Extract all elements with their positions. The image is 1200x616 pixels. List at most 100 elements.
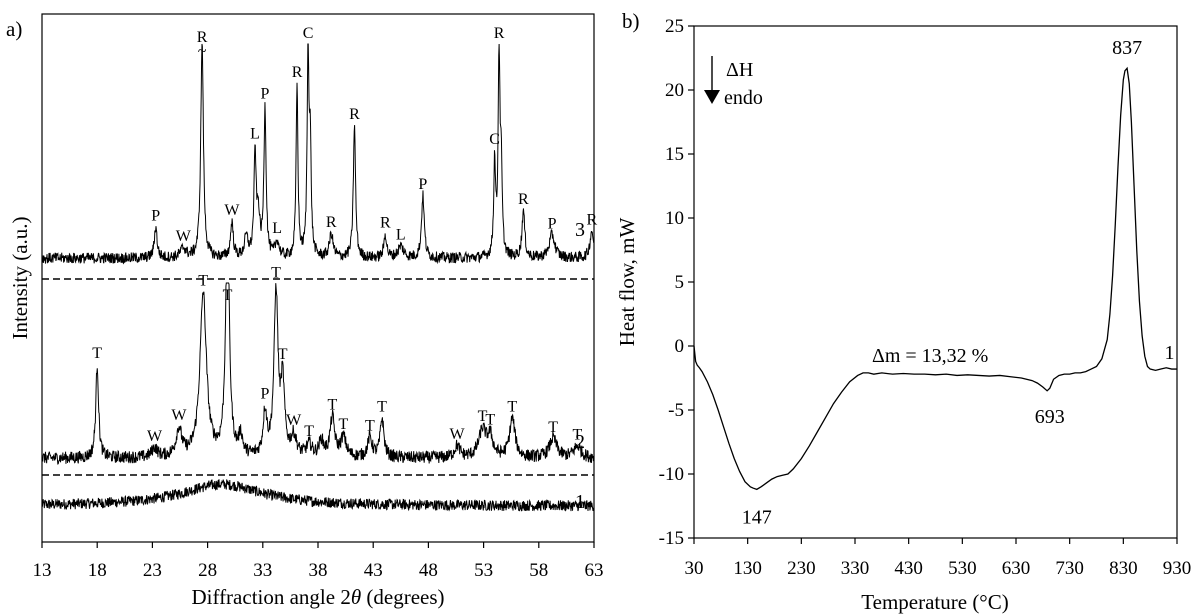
dsc-legend: ΔH endo xyxy=(704,56,763,109)
xrd-peak-label-T: T xyxy=(507,399,517,416)
dsc-y-axis-title: Heat flow, mW xyxy=(615,217,639,346)
xrd-panel: a) 13 18 23 28 33 38 43 48 53 58 63 PWRWLPLRCRRRLP… xyxy=(6,13,604,609)
xrd-peak-label-T: T xyxy=(198,272,208,289)
xrd-x-tick-label: 43 xyxy=(364,560,383,581)
dsc-x-tick-label: 830 xyxy=(1109,558,1138,579)
xrd-peak-label-T: T xyxy=(304,423,314,440)
xrd-peak-label-C: C xyxy=(489,131,500,148)
xrd-x-tick-label: 28 xyxy=(198,560,217,581)
dsc-x-tick-label: 130 xyxy=(733,558,762,579)
dsc-y-tick-label: -5 xyxy=(668,400,684,421)
xrd-peak-label-R: R xyxy=(349,106,360,123)
dsc-y-tick-label: -15 xyxy=(659,528,684,549)
xrd-peak-label-T: T xyxy=(377,398,387,415)
xrd-peak-label-W: W xyxy=(286,412,302,429)
xrd-x-tick-label: 38 xyxy=(309,560,328,581)
xrd-peak-label-R: R xyxy=(326,214,337,231)
xrd-peak-label-T: T xyxy=(478,408,488,425)
xrd-x-tick-label: 23 xyxy=(143,560,162,581)
xrd-peak-label-P: P xyxy=(151,207,160,224)
xrd-peak-label-T: T xyxy=(573,427,583,444)
dsc-y-tick-label: -10 xyxy=(659,464,684,485)
xrd-series-label-1: 1 xyxy=(575,491,585,513)
xrd-peak-label-T: T xyxy=(92,345,102,362)
xrd-peak-label-P: P xyxy=(548,215,557,232)
xrd-x-tick-label: 53 xyxy=(474,560,493,581)
xrd-x-tick-label: 33 xyxy=(253,560,272,581)
dsc-panel-label: b) xyxy=(622,9,640,33)
legend-delta-h: ΔH xyxy=(726,59,753,81)
xrd-peak-label-C: C xyxy=(303,25,314,42)
xrd-peak-label-W: W xyxy=(176,228,192,245)
dsc-annotation: 1 xyxy=(1165,342,1175,364)
xrd-peak-label-P: P xyxy=(261,385,270,402)
xrd-curve-series-3 xyxy=(41,43,595,265)
dsc-x-tick-label: 930 xyxy=(1163,558,1192,579)
xrd-peak-label-R: R xyxy=(197,29,208,46)
xrd-x-tick-label: 18 xyxy=(88,560,107,581)
dsc-x-tick-label: 330 xyxy=(841,558,870,579)
xrd-peak-label-T: T xyxy=(278,346,288,363)
xrd-peak-label-W: W xyxy=(224,202,240,219)
xrd-series-label-3: 3 xyxy=(575,219,585,241)
dsc-y-tick-label: 0 xyxy=(675,336,685,357)
dsc-axes: 30 130 230 330 430 530 630 730 830 930 -15 -10 -5 0 5 1… xyxy=(659,16,1192,579)
xrd-curve-series-1 xyxy=(41,479,595,512)
xrd-peak-label-T: T xyxy=(548,419,558,436)
xrd-x-axis: 13 18 23 28 33 38 43 48 53 58 63 xyxy=(33,542,604,581)
dsc-x-tick-label: 630 xyxy=(1002,558,1031,579)
dsc-x-tick-label: 530 xyxy=(948,558,977,579)
dsc-x-axis-title: Temperature (°C) xyxy=(861,590,1008,614)
dsc-y-tick-label: 5 xyxy=(675,272,685,293)
dsc-x-tick-label: 730 xyxy=(1055,558,1084,579)
xrd-peak-label-P: P xyxy=(418,176,427,193)
xrd-peak-label-R: R xyxy=(586,212,597,229)
xrd-series-labels: 1 2 3 xyxy=(575,219,585,513)
dsc-annotation: Δm = 13,32 % xyxy=(872,345,988,367)
dsc-panel: b) 30 130 230 330 430 530 630 730 830 930 -15 -10 -5… xyxy=(615,9,1191,614)
xrd-x-tick-label: 58 xyxy=(529,560,548,581)
dsc-y-tick-label: 25 xyxy=(665,16,684,37)
xrd-x-tick-label: 63 xyxy=(585,560,604,581)
legend-endo: endo xyxy=(724,87,763,109)
xrd-x-tick-label: 13 xyxy=(33,560,52,581)
xrd-peak-label-W: W xyxy=(450,426,466,443)
xrd-curve-series-2 xyxy=(41,282,595,465)
xrd-series-label-2: 2 xyxy=(575,431,585,453)
dsc-y-tick-label: 15 xyxy=(665,144,684,165)
xrd-peak-label-T: T xyxy=(339,416,349,433)
xrd-peak-label-R: R xyxy=(494,25,505,42)
xrd-peak-label-T: T xyxy=(271,265,281,282)
xrd-panel-label: a) xyxy=(6,17,22,41)
xrd-peak-label-L: L xyxy=(250,125,260,142)
xrd-peak-label-L: L xyxy=(272,220,282,237)
dsc-plot-frame xyxy=(693,25,1178,539)
xrd-x-axis-title: Diffraction angle 2θ (degrees) xyxy=(191,585,444,609)
dsc-x-tick-label: 430 xyxy=(894,558,923,579)
xrd-peak-label-T: T xyxy=(365,417,375,434)
xrd-peak-label-W: W xyxy=(147,428,163,445)
dsc-y-tick-label: 20 xyxy=(665,80,684,101)
dsc-annotation: 693 xyxy=(1035,406,1065,428)
dsc-annotation: 147 xyxy=(742,506,772,528)
dsc-x-tick-label: 30 xyxy=(685,558,704,579)
xrd-plot-frame xyxy=(41,13,595,543)
xrd-x-tick-label: 48 xyxy=(419,560,438,581)
xrd-peak-label-T: T xyxy=(223,287,233,304)
xrd-peak-label-W: W xyxy=(171,407,187,424)
dsc-annotations: 837 693 147 Δm = 13,32 % 1 xyxy=(742,37,1175,528)
xrd-break-marker: ~ xyxy=(198,43,207,60)
dsc-annotation: 837 xyxy=(1112,37,1142,59)
xrd-peak-label-T: T xyxy=(485,412,495,429)
dsc-curve-series-1 xyxy=(693,66,1177,491)
dsc-y-tick-label: 10 xyxy=(665,208,684,229)
xrd-peak-label-R: R xyxy=(292,64,303,81)
xrd-peak-label-P: P xyxy=(261,85,270,102)
dsc-x-tick-label: 230 xyxy=(787,558,816,579)
endo-arrow-head xyxy=(704,90,720,104)
xrd-peak-label-R: R xyxy=(380,215,391,232)
xrd-peak-label-L: L xyxy=(396,227,406,244)
xrd-y-axis-title: Intensity (a.u.) xyxy=(8,216,32,339)
